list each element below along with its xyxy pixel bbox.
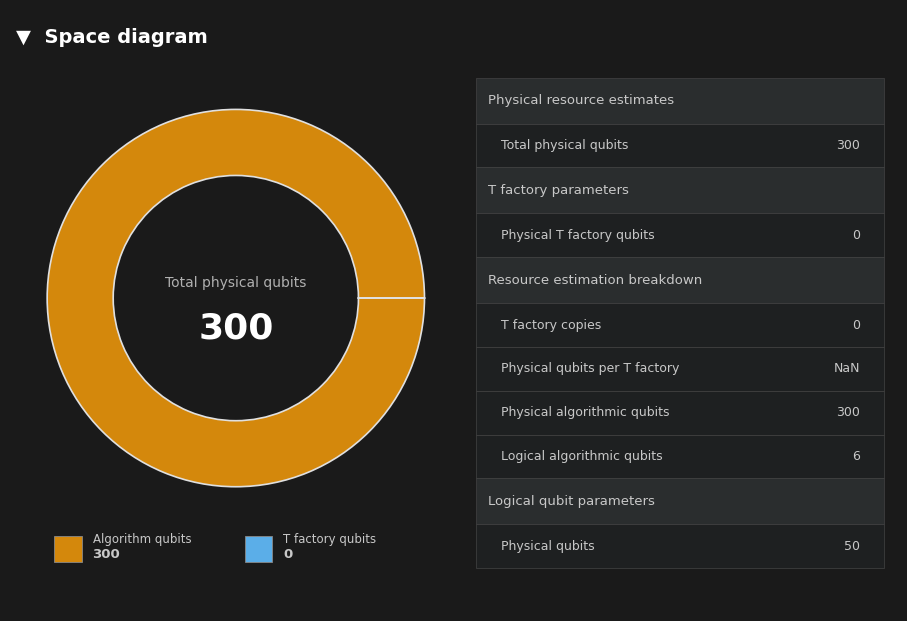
Text: Physical qubits: Physical qubits — [501, 540, 594, 553]
Text: Logical qubit parameters: Logical qubit parameters — [489, 495, 655, 508]
Bar — [476, 78, 884, 124]
Text: Physical qubits per T factory: Physical qubits per T factory — [501, 363, 679, 376]
Bar — [476, 124, 884, 168]
Wedge shape — [47, 109, 424, 487]
Text: ▼  Space diagram: ▼ Space diagram — [16, 28, 208, 47]
Bar — [476, 524, 884, 568]
Text: 300: 300 — [198, 311, 274, 345]
Text: Total physical qubits: Total physical qubits — [165, 276, 307, 290]
Text: T factory copies: T factory copies — [501, 319, 601, 332]
Text: T factory qubits: T factory qubits — [283, 533, 376, 545]
Bar — [476, 303, 884, 347]
Text: 0: 0 — [852, 229, 860, 242]
Text: 300: 300 — [836, 406, 860, 419]
Text: 0: 0 — [852, 319, 860, 332]
Bar — [476, 168, 884, 214]
Text: Algorithm qubits: Algorithm qubits — [93, 533, 191, 545]
Text: 50: 50 — [844, 540, 860, 553]
Bar — [476, 435, 884, 478]
Text: Total physical qubits: Total physical qubits — [501, 139, 628, 152]
Text: T factory parameters: T factory parameters — [489, 184, 629, 197]
Text: Resource estimation breakdown: Resource estimation breakdown — [489, 274, 703, 287]
Text: 6: 6 — [852, 450, 860, 463]
Bar — [476, 391, 884, 435]
Bar — [476, 214, 884, 257]
Text: Physical algorithmic qubits: Physical algorithmic qubits — [501, 406, 669, 419]
Bar — [476, 347, 884, 391]
Text: Logical algorithmic qubits: Logical algorithmic qubits — [501, 450, 662, 463]
Bar — [476, 257, 884, 303]
Text: 300: 300 — [93, 548, 121, 561]
Text: 300: 300 — [836, 139, 860, 152]
Text: Physical resource estimates: Physical resource estimates — [489, 94, 675, 107]
Text: NaN: NaN — [834, 363, 860, 376]
Text: Physical T factory qubits: Physical T factory qubits — [501, 229, 654, 242]
Text: 0: 0 — [283, 548, 292, 561]
Bar — [476, 478, 884, 524]
